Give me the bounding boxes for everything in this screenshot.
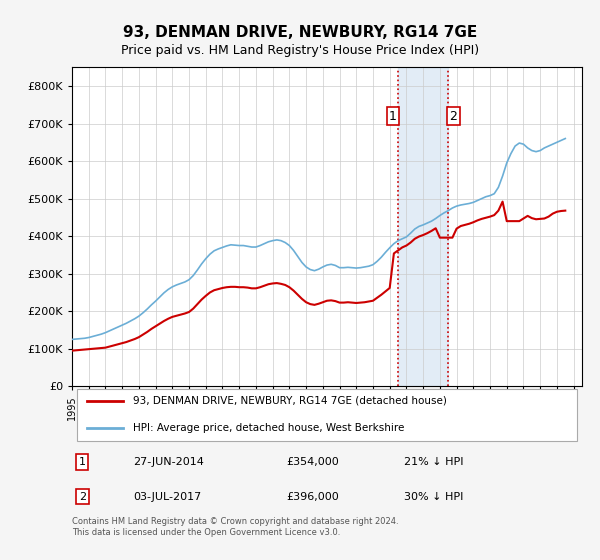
Text: 2: 2 (79, 492, 86, 502)
Text: 1: 1 (79, 457, 86, 467)
Text: 1: 1 (389, 110, 397, 123)
Text: 27-JUN-2014: 27-JUN-2014 (133, 457, 204, 467)
Text: 93, DENMAN DRIVE, NEWBURY, RG14 7GE: 93, DENMAN DRIVE, NEWBURY, RG14 7GE (123, 25, 477, 40)
Text: 30% ↓ HPI: 30% ↓ HPI (404, 492, 463, 502)
Text: 03-JUL-2017: 03-JUL-2017 (133, 492, 202, 502)
Text: Contains HM Land Registry data © Crown copyright and database right 2024.
This d: Contains HM Land Registry data © Crown c… (72, 517, 398, 537)
FancyBboxPatch shape (77, 389, 577, 441)
Text: HPI: Average price, detached house, West Berkshire: HPI: Average price, detached house, West… (133, 423, 404, 433)
Text: 93, DENMAN DRIVE, NEWBURY, RG14 7GE (detached house): 93, DENMAN DRIVE, NEWBURY, RG14 7GE (det… (133, 396, 447, 406)
Text: 21% ↓ HPI: 21% ↓ HPI (404, 457, 463, 467)
Bar (398, 67, 448, 386)
Text: £354,000: £354,000 (286, 457, 339, 467)
Text: Price paid vs. HM Land Registry's House Price Index (HPI): Price paid vs. HM Land Registry's House … (121, 44, 479, 57)
Text: 2: 2 (449, 110, 457, 123)
Text: £396,000: £396,000 (286, 492, 339, 502)
